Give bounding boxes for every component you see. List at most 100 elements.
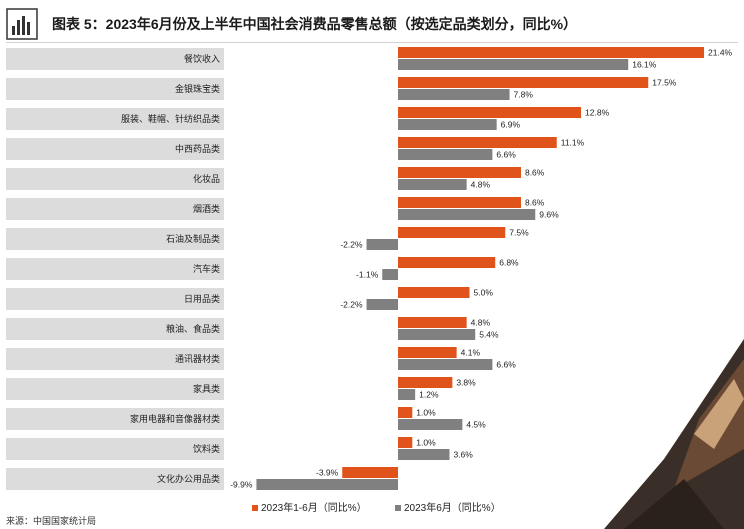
- data-label: 4.1%: [461, 348, 481, 358]
- category-label: 家用电器和音像器材类: [130, 413, 220, 424]
- category-band: [6, 468, 224, 490]
- category-label: 粮油、食品类: [166, 323, 220, 334]
- bar: [398, 137, 557, 148]
- category-label: 饮料类: [193, 443, 220, 454]
- bar: [398, 59, 629, 70]
- bar: [398, 389, 416, 400]
- bar: [256, 479, 398, 490]
- bar: [398, 449, 450, 460]
- category-label: 中西药品类: [175, 143, 220, 154]
- data-label: -3.9%: [316, 468, 339, 478]
- bar: [398, 317, 467, 328]
- category-label: 餐饮收入: [184, 53, 220, 64]
- data-label: 4.5%: [466, 420, 486, 430]
- category-label: 烟酒类: [193, 203, 220, 214]
- bar: [398, 197, 521, 208]
- bar: [398, 179, 467, 190]
- data-label: 17.5%: [652, 78, 677, 88]
- bar: [398, 359, 493, 370]
- data-label: 3.6%: [453, 450, 473, 460]
- bar: [366, 299, 398, 310]
- data-label: -9.9%: [230, 480, 253, 490]
- bar: [398, 419, 463, 430]
- bar: [398, 119, 497, 130]
- data-label: -1.1%: [356, 270, 379, 280]
- category-label: 金银珠宝类: [175, 83, 220, 94]
- category-band: [6, 348, 224, 370]
- data-label: 1.2%: [419, 390, 439, 400]
- data-label: 6.9%: [501, 120, 521, 130]
- bar: [398, 437, 413, 448]
- category-band: [6, 228, 224, 250]
- data-label: 11.1%: [561, 138, 585, 148]
- data-label: 6.8%: [499, 258, 519, 268]
- category-label: 通讯器材类: [175, 353, 220, 364]
- chart-header: 图表 5：2023年6月份及上半年中国社会消费品零售总额（按选定品类划分，同比%…: [0, 0, 744, 44]
- category-label: 家具类: [193, 383, 220, 394]
- bar: [398, 167, 521, 178]
- category-band: [6, 378, 224, 400]
- data-label: 9.6%: [539, 210, 559, 220]
- category-band: [6, 48, 224, 70]
- data-label: 1.0%: [416, 408, 436, 418]
- bar: [398, 257, 496, 268]
- data-label: -2.2%: [340, 240, 363, 250]
- bar: [366, 239, 398, 250]
- title-divider: [6, 42, 738, 43]
- data-label: 16.1%: [632, 60, 657, 70]
- data-label: 8.6%: [525, 168, 545, 178]
- bar: [398, 287, 470, 298]
- bar: [342, 467, 398, 478]
- bar: [398, 227, 506, 238]
- category-band: [6, 198, 224, 220]
- data-label: 7.8%: [514, 90, 534, 100]
- bar: [398, 347, 457, 358]
- data-label: 12.8%: [585, 108, 610, 118]
- category-band: [6, 168, 224, 190]
- bar: [382, 269, 398, 280]
- legend-swatch: [252, 505, 258, 511]
- decorative-photo: [604, 339, 744, 529]
- bar: [398, 377, 453, 388]
- category-band: [6, 408, 224, 430]
- category-band: [6, 258, 224, 280]
- bar: [398, 209, 536, 220]
- bar: [398, 107, 582, 118]
- category-label: 日用品类: [184, 293, 220, 304]
- data-label: 8.6%: [525, 198, 545, 208]
- data-label: 21.4%: [708, 48, 733, 58]
- data-label: 5.4%: [479, 330, 499, 340]
- data-label: -2.2%: [340, 300, 363, 310]
- data-label: 6.6%: [496, 150, 516, 160]
- data-label: 3.8%: [456, 378, 476, 388]
- data-label: 4.8%: [471, 180, 491, 190]
- category-band: [6, 438, 224, 460]
- chart-title: 图表 5：2023年6月份及上半年中国社会消费品零售总额（按选定品类划分，同比%…: [52, 16, 578, 32]
- category-label: 化妆品: [193, 173, 220, 184]
- data-label: 5.0%: [474, 288, 494, 298]
- category-band: [6, 318, 224, 340]
- bar: [398, 89, 510, 100]
- legend-label: 2023年6月（同比%）: [404, 501, 501, 514]
- legend-label: 2023年1-6月（同比%）: [261, 501, 367, 514]
- bar: [398, 407, 413, 418]
- bar: [398, 77, 649, 88]
- category-label: 石油及制品类: [166, 233, 220, 244]
- category-band: [6, 108, 224, 130]
- legend-swatch: [395, 505, 401, 511]
- category-band: [6, 288, 224, 310]
- category-band: [6, 78, 224, 100]
- data-label: 1.0%: [416, 438, 436, 448]
- data-label: 4.8%: [471, 318, 491, 328]
- category-label: 服装、鞋帽、针纺织品类: [121, 113, 220, 124]
- source-note: 来源：中国国家统计局: [6, 516, 97, 526]
- data-label: 7.5%: [509, 228, 529, 238]
- category-band: [6, 138, 224, 160]
- bar: [398, 329, 476, 340]
- data-label: 6.6%: [496, 360, 516, 370]
- bar: [398, 149, 493, 160]
- category-label: 文化办公用品类: [157, 473, 220, 484]
- bar: [398, 47, 705, 58]
- category-label: 汽车类: [193, 263, 220, 274]
